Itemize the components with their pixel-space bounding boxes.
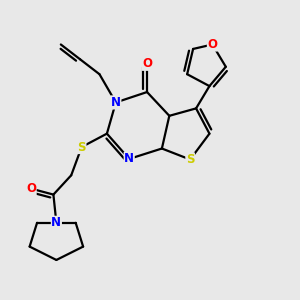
Text: N: N [124, 152, 134, 165]
Text: N: N [111, 96, 121, 109]
Text: N: N [51, 216, 62, 229]
Text: O: O [142, 57, 152, 70]
Text: O: O [207, 38, 218, 51]
Text: O: O [26, 182, 36, 195]
Text: S: S [186, 153, 194, 166]
Text: S: S [77, 140, 86, 154]
